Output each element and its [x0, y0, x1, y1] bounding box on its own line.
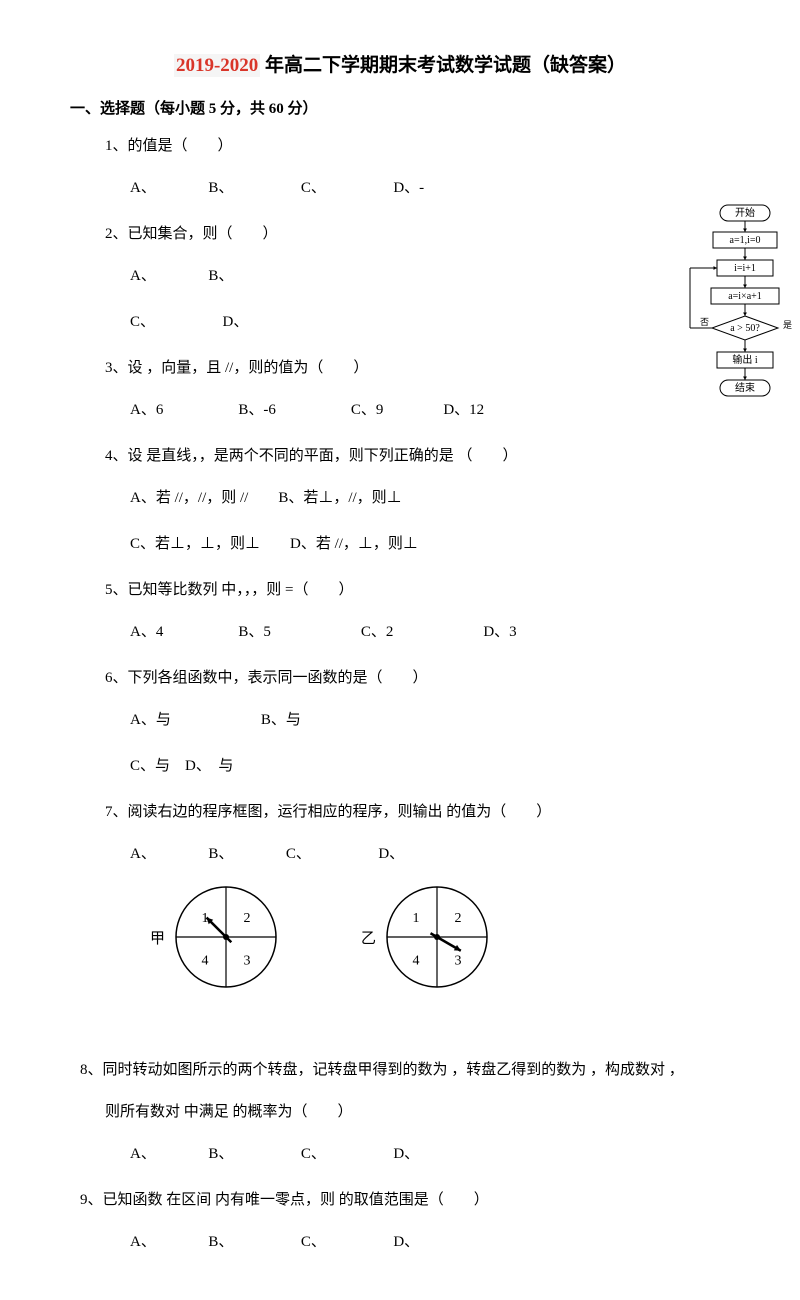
q7-opts: A、 B、 C、 D、 — [130, 836, 730, 872]
svg-text:3: 3 — [455, 954, 462, 969]
q8: 8、同时转动如图所示的两个转盘，记转盘甲得到的数为 ，转盘乙得到的数为 ，构成数… — [80, 1052, 730, 1088]
svg-text:否: 否 — [700, 317, 709, 327]
q3-opts: A、6 B、-6 C、9 D、12 — [130, 392, 730, 428]
q2: 2、已知集合，则（ ） — [105, 216, 730, 252]
q5: 5、已知等比数列 中，，，则 =（ ） — [105, 572, 730, 608]
q2-opts-2: C、 D、 — [130, 304, 730, 340]
page-title: 2019-2020 年高二下学期期末考试数学试题（缺答案） — [70, 50, 730, 77]
spinner-yi-label: 乙 — [361, 927, 376, 948]
svg-text:1: 1 — [413, 911, 420, 926]
svg-text:4: 4 — [413, 954, 420, 969]
svg-text:a=i×a+1: a=i×a+1 — [728, 291, 762, 302]
q2-opts-1: A、 B、 — [130, 258, 730, 294]
spinner-figure: 甲 1 2 3 4 乙 1 2 3 4 — [150, 882, 730, 992]
section-1-head: 一、选择题（每小题 5 分，共 60 分） — [70, 97, 730, 118]
svg-text:输出 i: 输出 i — [732, 353, 758, 366]
svg-text:i=i+1: i=i+1 — [734, 263, 756, 274]
q4-opts-1: A、若 //，//，则 // B、若⊥，//，则⊥ — [130, 480, 730, 516]
flowchart-diagram: 开始 a=1,i=0 i=i+1 a=i×a+1 a > 50? 是 否输出 i 结束 — [675, 200, 795, 470]
q4-opts-2: C、若⊥，⊥，则⊥ D、若 //，⊥，则⊥ — [130, 526, 730, 562]
spinner-jia: 1234 — [171, 882, 281, 992]
q9-opts: A、 B、 C、 D、 — [130, 1224, 730, 1260]
q6-opts-2: C、与 D、 与 — [130, 748, 730, 784]
title-year: 2019-2020 — [174, 54, 260, 77]
q3: 3、设 ，向量，且 //，则的值为（ ） — [105, 350, 730, 386]
q6: 6、下列各组函数中，表示同一函数的是（ ） — [105, 660, 730, 696]
q1-opts: A、 B、 C、 D、- — [130, 170, 730, 206]
svg-text:4: 4 — [202, 954, 209, 969]
svg-text:2: 2 — [455, 911, 462, 926]
title-rest: 年高二下学期期末考试数学试题（缺答案） — [260, 55, 626, 76]
q6-opts-1: A、与 B、与 — [130, 702, 730, 738]
svg-text:3: 3 — [244, 954, 251, 969]
q7: 7、阅读右边的程序框图，运行相应的程序，则输出 的值为（ ） — [105, 794, 730, 830]
q5-opts: A、4 B、5 C、2 D、3 — [130, 614, 730, 650]
svg-text:a=1,i=0: a=1,i=0 — [730, 235, 761, 246]
q4: 4、设 是直线，，是两个不同的平面，则下列正确的是 （ ） — [105, 438, 730, 474]
svg-text:是: 是 — [783, 320, 792, 330]
spinner-yi: 1 2 3 4 — [382, 882, 492, 992]
spinner-jia-label: 甲 — [150, 927, 165, 948]
q1: 1、的值是（ ） — [105, 128, 730, 164]
q9: 9、已知函数 在区间 内有唯一零点，则 的取值范围是（ ） — [80, 1182, 730, 1218]
svg-text:开始: 开始 — [735, 206, 755, 219]
q8b: 则所有数对 中满足 的概率为（ ） — [105, 1094, 730, 1130]
q8-opts: A、 B、 C、 D、 — [130, 1136, 730, 1172]
svg-text:结束: 结束 — [735, 381, 755, 394]
svg-text:2: 2 — [244, 911, 251, 926]
svg-text:a > 50?: a > 50? — [730, 323, 760, 334]
